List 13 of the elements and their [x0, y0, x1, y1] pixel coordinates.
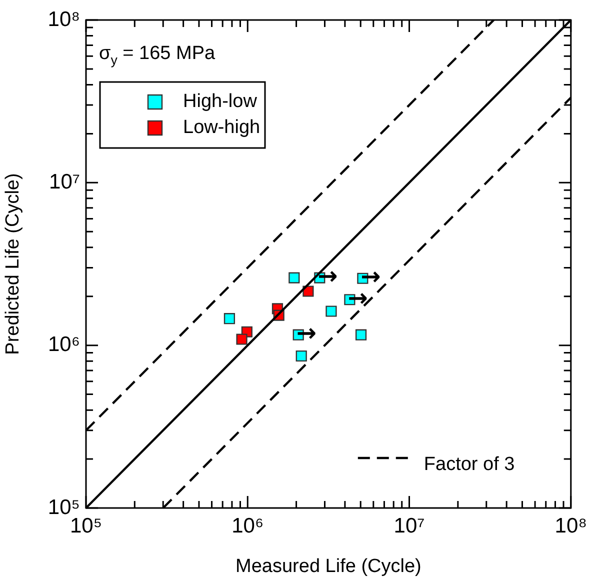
x-tick-label: 10⁸	[554, 514, 587, 538]
legend-label: Low-high	[183, 117, 260, 138]
y-axis-title: Predicted Life (Cycle)	[2, 173, 24, 355]
annotation: →	[296, 319, 316, 348]
y-tick-label: 10⁸	[48, 8, 80, 31]
legend-label: High-low	[183, 91, 258, 112]
annotation: Factor of 3	[424, 454, 515, 476]
x-tick-label: 10⁷	[394, 514, 425, 538]
x-tick-label: 10⁶	[232, 514, 264, 538]
x-axis-title: Measured Life (Cycle)	[236, 556, 422, 577]
y-tick-label: 10⁷	[49, 170, 80, 194]
annotation: →	[360, 262, 381, 291]
y-tick-label: 10⁶	[48, 333, 80, 356]
